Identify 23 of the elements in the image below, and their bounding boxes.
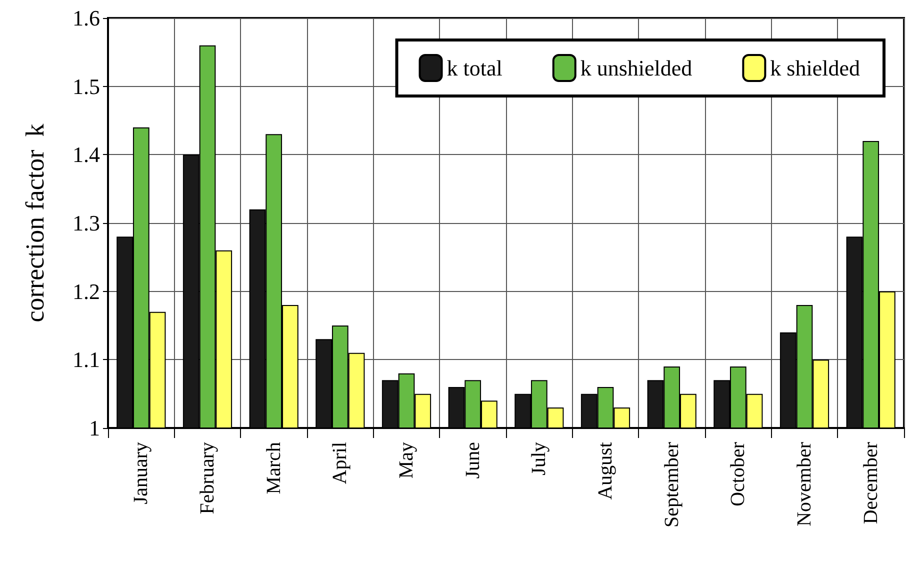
x-tick-label: February <box>196 442 218 514</box>
y-axis-title: correction factor k <box>20 124 50 322</box>
x-tick-label: May <box>396 442 418 479</box>
legend-label: k total <box>446 56 502 80</box>
y-tick-label: 1.3 <box>72 210 100 236</box>
legend-label: k shielded <box>770 56 860 80</box>
legend-label: k unshielded <box>580 56 692 80</box>
y-tick-label: 1.4 <box>72 142 100 168</box>
x-tick-label: January <box>130 442 152 504</box>
y-tick-label: 1 <box>89 416 100 440</box>
x-tick-label: December <box>860 442 882 524</box>
x-tick-label: July <box>528 442 550 476</box>
x-tick-label: November <box>794 442 816 526</box>
y-tick-label: 1.5 <box>72 74 100 99</box>
x-tick-label: September <box>660 442 683 528</box>
x-tick-label: June <box>462 442 484 479</box>
y-tick-label: 1.2 <box>72 278 100 304</box>
x-tick-label: October <box>727 442 750 506</box>
x-tick-label: April <box>329 442 352 484</box>
x-tick-label: March <box>262 442 285 494</box>
y-tick-label: 1.6 <box>72 6 100 30</box>
y-tick-label: 1.1 <box>72 347 100 372</box>
x-tick-label: August <box>594 442 616 500</box>
